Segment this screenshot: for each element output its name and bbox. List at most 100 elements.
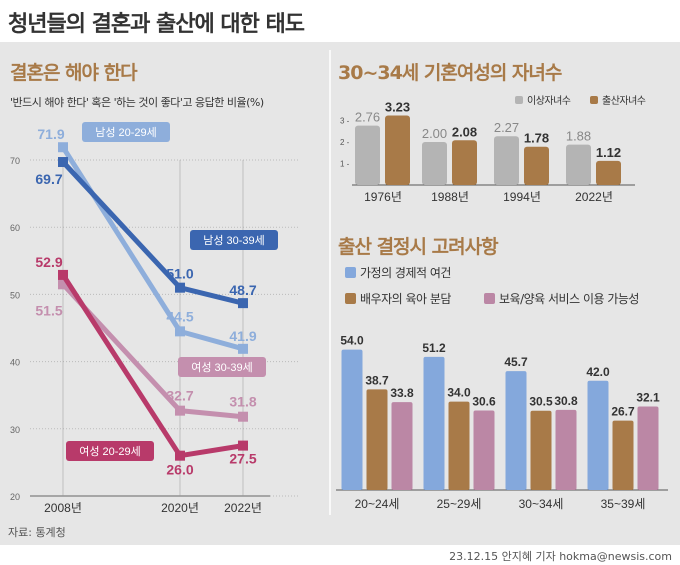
bar	[452, 140, 477, 185]
bar	[355, 125, 380, 185]
bar	[530, 410, 552, 490]
data-point	[175, 282, 185, 293]
y-tick-label: 3 -	[340, 117, 350, 126]
data-label: 26.0	[166, 462, 193, 478]
y-tick-label: 50	[10, 290, 20, 300]
data-label: 1.12	[596, 145, 621, 160]
data-label: 30.5	[529, 395, 553, 409]
y-tick-label: 40	[10, 358, 20, 368]
legend-economic: 가정의 경제적 여건	[345, 264, 451, 281]
series-tag-label: 여성 20-29세	[79, 445, 141, 458]
y-tick-label: 60	[10, 223, 20, 233]
data-label: 69.7	[35, 171, 62, 187]
series-tag	[190, 230, 278, 250]
data-label: 45.7	[504, 355, 528, 369]
data-label: 2.27	[494, 120, 519, 135]
x-tick-label: 35~39세	[601, 497, 646, 511]
data-label: 52.9	[35, 254, 62, 270]
bar	[596, 160, 621, 185]
factors-chart-title: 출산 결정시 고려사항	[338, 236, 499, 258]
y-tick-label: 1 -	[340, 160, 350, 169]
data-label: 32.1	[636, 391, 660, 405]
data-label: 33.8	[390, 386, 414, 400]
series-tag	[82, 122, 170, 142]
data-label: 30.8	[554, 394, 578, 408]
x-tick-label: 20~24세	[355, 497, 400, 511]
data-point	[58, 269, 68, 280]
data-label: 51.0	[166, 266, 193, 282]
data-point	[238, 440, 248, 451]
data-label: 27.5	[229, 451, 256, 467]
x-tick-label: 1988년	[431, 190, 469, 204]
bar	[473, 410, 495, 490]
data-point	[238, 411, 248, 422]
data-point	[175, 326, 185, 337]
bar	[505, 371, 527, 490]
bar	[566, 144, 591, 185]
data-label: 54.0	[340, 334, 364, 348]
data-point	[238, 343, 248, 354]
source-note: 자료: 통계청	[8, 526, 66, 539]
legend-swatch	[590, 95, 598, 104]
data-label: 51.2	[422, 341, 446, 355]
bar	[341, 349, 363, 490]
legend-swatch	[484, 293, 495, 304]
data-label: 51.5	[35, 302, 62, 318]
data-point	[58, 279, 68, 290]
data-point	[175, 405, 185, 416]
y-tick-label: 70	[10, 156, 20, 166]
x-tick-label: 2008년	[44, 501, 82, 515]
x-tick-label: 30~34세	[519, 497, 564, 511]
bar	[587, 380, 609, 490]
data-label: 34.0	[447, 386, 471, 400]
data-label: 2.00	[422, 126, 447, 141]
bar	[524, 146, 549, 185]
bar	[366, 389, 388, 490]
y-tick-label: 30	[10, 425, 20, 435]
data-label: 3.23	[385, 100, 410, 115]
x-tick-label: 1976년	[364, 190, 402, 204]
bar	[612, 420, 634, 490]
x-tick-label: 25~29세	[437, 497, 482, 511]
series-tag-label: 여성 30-39세	[191, 361, 253, 374]
legend-swatch	[345, 293, 356, 304]
bar	[555, 409, 577, 490]
line-series	[61, 282, 244, 420]
bar	[494, 136, 519, 185]
data-label: 38.7	[365, 373, 389, 387]
children-chart-title: 30~34세 기혼여성의 자녀수	[338, 62, 562, 84]
data-label: 41.9	[229, 328, 256, 344]
legend-swatch	[515, 95, 523, 104]
bar	[448, 401, 470, 490]
bar	[637, 406, 659, 490]
x-tick-label: 2020년	[161, 501, 199, 515]
data-label: 48.7	[229, 282, 256, 298]
page-title: 청년들의 결혼과 출산에 대한 태도	[8, 12, 305, 37]
bar	[422, 142, 447, 185]
series-tag	[178, 357, 266, 377]
data-label: 26.7	[611, 405, 635, 419]
data-label: 32.7	[166, 388, 193, 404]
bar	[423, 356, 445, 490]
data-label: 1.88	[566, 129, 591, 144]
line-chart-subtitle: '반드시 해야 한다' 혹은 '하는 것이 좋다'고 응답한 비율(%)	[10, 96, 264, 109]
data-label: 2.08	[452, 124, 477, 139]
x-tick-label: 2022년	[575, 190, 613, 204]
line-chart-title: 결혼은 해야 한다	[10, 62, 138, 84]
legend-label: 가정의 경제적 여건	[360, 266, 451, 280]
x-tick-label: 1994년	[503, 190, 541, 204]
legend-swatch	[345, 267, 356, 278]
data-label: 71.9	[37, 126, 64, 142]
y-tick-label: 20	[10, 492, 20, 502]
legend-actual: 출산자녀수	[590, 92, 646, 107]
data-point	[175, 450, 185, 461]
data-label: 30.6	[472, 394, 496, 408]
data-label: 31.8	[229, 394, 256, 410]
x-tick-label: 2022년	[224, 501, 262, 515]
data-label: 42.0	[586, 365, 610, 379]
data-label: 44.5	[166, 308, 193, 324]
bar	[385, 115, 410, 185]
series-tag-label: 남성 20-29세	[95, 126, 157, 139]
legend-label: 이상자녀수	[527, 96, 571, 107]
